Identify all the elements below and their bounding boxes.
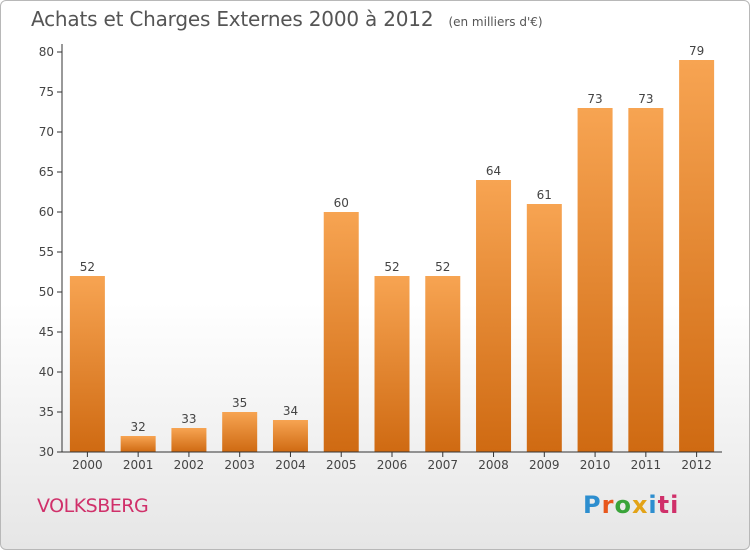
bar-value-label: 64 [486,164,501,178]
bar [374,276,410,452]
chart-title: Achats et Charges Externes 2000 à 2012 [31,7,434,31]
bar-value-label: 52 [384,260,399,274]
bar [120,436,156,452]
bar-value-label: 73 [638,92,653,106]
y-axis: 30 35 40 45 50 55 60 65 70 75 80 [39,44,63,459]
x-tick-label: 2001 [123,458,154,472]
x-tick-label: 2005 [326,458,357,472]
bar [69,276,105,452]
x-tick-label: 2009 [529,458,560,472]
x-tick-label: 2006 [377,458,408,472]
y-tick-label: 75 [39,85,54,99]
x-tick-label: 2007 [427,458,458,472]
x-tick-label: 2002 [174,458,205,472]
bars: 52 32 33 35 34 60 52 52 64 61 73 73 79 [69,44,715,452]
y-tick-label: 40 [39,365,54,379]
logo-letter: o [614,491,632,519]
y-tick-label: 30 [39,445,54,459]
x-tick-label: 2012 [681,458,712,472]
bar-value-label: 79 [689,44,704,58]
x-axis: 2000 2001 2002 2003 2004 2005 2006 2007 2008 2009… [62,451,722,472]
bar [577,108,613,452]
bar-value-label: 35 [232,396,247,410]
bar-value-label: 61 [537,188,552,202]
title-row: Achats et Charges Externes 2000 à 2012 (… [31,7,543,31]
y-tick-label: 50 [39,285,54,299]
proxiti-logo[interactable]: Proxiti [583,491,679,519]
bar-value-label: 52 [435,260,450,274]
bar [425,276,461,452]
y-tick-label: 60 [39,205,54,219]
y-tick-label: 55 [39,245,54,259]
x-tick-label: 2011 [631,458,662,472]
x-tick-label: 2003 [224,458,255,472]
bar [222,412,258,452]
bar [171,428,207,452]
logo-letter: P [583,491,602,519]
bar-value-label: 34 [283,404,298,418]
x-tick-label: 2010 [580,458,611,472]
x-tick-label: 2008 [478,458,509,472]
bar [476,180,512,452]
y-tick-label: 65 [39,165,54,179]
bar-value-label: 73 [587,92,602,106]
bar-value-label: 33 [181,412,196,426]
bar-value-label: 60 [334,196,349,210]
bar [679,60,715,452]
logo-letter: x [631,491,649,519]
y-tick-label: 80 [39,45,54,59]
logo-letter: i [648,491,658,519]
bar [272,420,308,452]
bar [526,204,562,452]
y-tick-label: 35 [39,405,54,419]
bar [323,212,359,452]
x-tick-label: 2000 [72,458,103,472]
bar-value-label: 32 [131,420,146,434]
bar-value-label: 52 [80,260,95,274]
y-tick-label: 70 [39,125,54,139]
logo-letter: ti [657,491,680,519]
chart-subtitle: (en milliers d'€) [448,15,543,29]
y-tick-label: 45 [39,325,54,339]
commune-name: VOLKSBERG [37,495,149,517]
logo-letter: r [601,491,615,519]
bar [628,108,664,452]
x-tick-label: 2004 [275,458,306,472]
